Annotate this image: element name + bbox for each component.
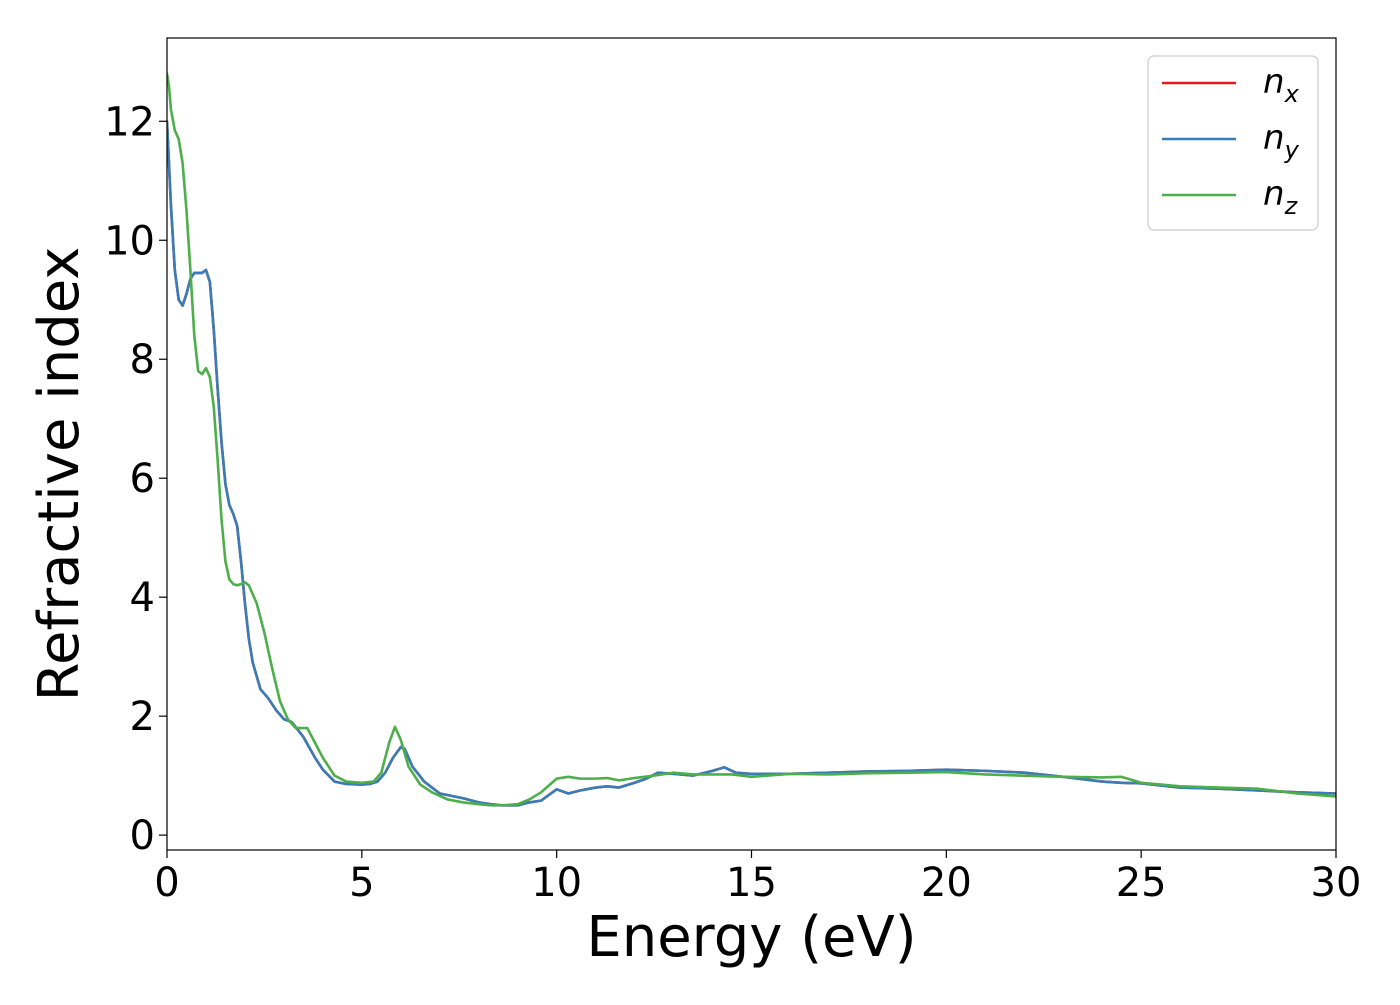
series-line-n-y — [167, 119, 1336, 807]
y-tick-label: 2 — [130, 694, 155, 740]
x-axis: 0 5 10 15 20 25 30 — [154, 850, 1361, 906]
y-axis: 0 2 4 6 8 10 12 — [104, 99, 167, 859]
y-tick-label: 10 — [104, 218, 155, 264]
legend-label-n-x: nx — [1263, 62, 1300, 108]
series-layer — [167, 72, 1336, 807]
legend-label-n-z: nz — [1263, 174, 1299, 220]
y-tick-label: 4 — [130, 575, 155, 621]
legend-box — [1147, 55, 1319, 231]
legend-label-n-y: ny — [1263, 118, 1300, 164]
y-tick-label: 12 — [104, 99, 155, 145]
y-tick-label: 0 — [130, 813, 155, 859]
y-tick-label: 6 — [130, 456, 155, 502]
x-tick-label: 0 — [154, 860, 179, 906]
legend: nx ny nz — [1147, 55, 1319, 231]
x-tick-label: 15 — [726, 860, 777, 906]
y-tick-label: 8 — [130, 337, 155, 383]
x-tick-label: 30 — [1311, 860, 1362, 906]
x-tick-label: 25 — [1116, 860, 1167, 906]
x-axis-label: Energy (eV) — [586, 905, 916, 970]
series-line-n-z — [167, 72, 1336, 807]
y-axis-label: Refractive index — [27, 247, 92, 702]
x-tick-label: 5 — [349, 860, 374, 906]
x-tick-label: 20 — [921, 860, 972, 906]
x-tick-label: 10 — [531, 860, 582, 906]
